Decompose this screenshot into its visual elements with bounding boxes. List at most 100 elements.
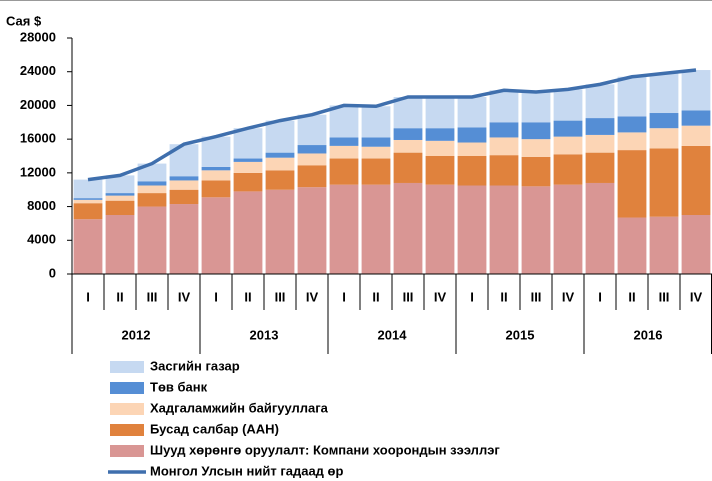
bar-segment	[265, 189, 295, 274]
total-line	[87, 68, 697, 182]
bar-segment	[105, 175, 135, 194]
y-tick-label: 16000	[20, 131, 56, 146]
bar-segment	[521, 186, 551, 274]
bar-segment	[617, 76, 647, 117]
y-tick-label: 12000	[20, 164, 56, 179]
x-group-label: 2012	[122, 327, 151, 342]
bar-segment	[105, 200, 135, 215]
bar-segment	[425, 140, 455, 156]
bar-segment	[489, 155, 519, 186]
legend-label: Монгол Улсын нийт гадаад өр	[150, 463, 343, 478]
y-tick-label: 24000	[20, 63, 56, 78]
bar-segment	[649, 128, 679, 149]
bar-segment	[297, 145, 327, 154]
x-tick-label: II	[628, 289, 635, 304]
x-tick-label: III	[531, 289, 542, 304]
bar-segment	[681, 145, 711, 215]
x-group-label: 2015	[506, 327, 535, 342]
bar-segment	[617, 116, 647, 133]
bar-segment	[233, 172, 263, 192]
bar-segment	[169, 180, 199, 190]
bar-segment	[137, 185, 167, 194]
bar-segment	[681, 110, 711, 126]
x-group-label: 2014	[378, 327, 408, 342]
bar-segment	[393, 182, 423, 274]
bar-segment	[169, 204, 199, 274]
bar-segment	[361, 146, 391, 159]
legend-swatch	[110, 424, 144, 436]
bar-segment	[521, 91, 551, 123]
bar-segment	[393, 128, 423, 140]
bar-segment	[233, 191, 263, 274]
bar-segment	[553, 136, 583, 155]
bar-segment	[489, 90, 519, 123]
y-tick-label: 4000	[27, 232, 56, 247]
bar-segment	[457, 185, 487, 274]
bar-segment	[457, 127, 487, 143]
bar-segment	[201, 136, 231, 167]
x-tick-label: II	[244, 289, 251, 304]
bar-segment	[201, 180, 231, 198]
bar-segment	[265, 157, 295, 171]
legend-swatch	[110, 382, 144, 394]
bar-segment	[585, 84, 615, 119]
bar-segment	[105, 195, 135, 201]
bar-segment	[553, 120, 583, 137]
x-tick-label: IV	[306, 289, 319, 304]
x-tick-label: IV	[690, 289, 703, 304]
bar-segment	[137, 181, 167, 186]
y-tick-label: 8000	[27, 198, 56, 213]
y-axis-label: Сая $	[6, 13, 42, 28]
bar-segment	[73, 179, 103, 199]
bar-segment	[617, 217, 647, 274]
bar-segment	[297, 114, 327, 146]
bar-segment	[361, 184, 391, 274]
bar-segment	[553, 89, 583, 121]
x-tick-label: IV	[434, 289, 447, 304]
bar-segment	[297, 187, 327, 274]
bar-segment	[201, 197, 231, 274]
bar-segment	[489, 137, 519, 156]
bar-segment	[393, 152, 423, 183]
x-tick-label: I	[342, 289, 346, 304]
x-tick-label: I	[86, 289, 90, 304]
bar-segment	[233, 158, 263, 162]
x-group-label: 2016	[634, 327, 663, 342]
bar-segment	[329, 145, 359, 159]
bar-segment	[489, 122, 519, 138]
bar-segment	[201, 166, 231, 171]
bar-segment	[233, 161, 263, 173]
bar-segment	[425, 97, 455, 129]
legend-label: Шууд хөрөнгө оруулалт: Компани хоорондын…	[150, 442, 500, 457]
bar-segment	[489, 185, 519, 274]
y-tick-label: 20000	[20, 97, 56, 112]
x-tick-label: II	[500, 289, 507, 304]
bar-segment	[297, 165, 327, 188]
bar-segment	[553, 184, 583, 274]
bar-segment	[585, 134, 615, 153]
bar-segment	[585, 152, 615, 183]
bar-segment	[457, 156, 487, 186]
bar-segment	[425, 184, 455, 274]
bar-segment	[105, 193, 135, 196]
bar-segment	[649, 216, 679, 274]
bar-segment	[265, 120, 295, 153]
bar-segment	[681, 70, 711, 111]
bar-segment	[137, 193, 167, 207]
x-tick-label: III	[147, 289, 158, 304]
x-tick-label: II	[372, 289, 379, 304]
x-tick-label: IV	[178, 289, 191, 304]
bar-segment	[329, 137, 359, 146]
y-tick-label: 0	[49, 265, 56, 280]
legend-label: Төв банк	[150, 379, 208, 394]
bar-segment	[617, 150, 647, 218]
x-tick-label: IV	[562, 289, 575, 304]
bar-segment	[457, 142, 487, 156]
bar-segment	[297, 153, 327, 166]
legend-swatch	[110, 403, 144, 415]
bar-segment	[201, 170, 231, 181]
bar-segment	[329, 105, 359, 138]
bar-segment	[169, 189, 199, 205]
x-tick-label: I	[214, 289, 218, 304]
bar-segment	[265, 170, 295, 190]
